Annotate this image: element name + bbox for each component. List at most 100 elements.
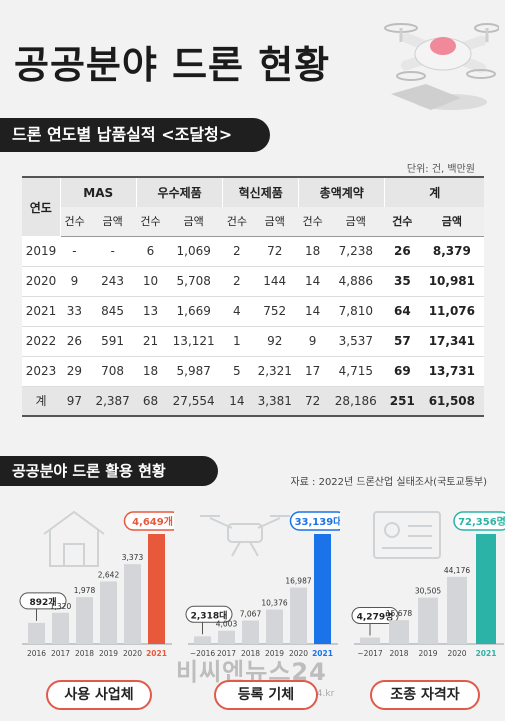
table-cell: 9 — [298, 326, 327, 357]
table-cell: 2,321 — [250, 356, 299, 387]
sales-table-body: 2019- -6 1,069 2 72 18 7,238 26 8,379 2020 9 243 10 5… — [22, 236, 484, 417]
table-cell: 14 — [298, 266, 327, 297]
table-total-row: 계 97 2,387 68 27,554 14 3,381 72 28,186 251 61,508 — [22, 385, 484, 417]
tick-label: 2020 — [447, 649, 466, 658]
table-cell: 68 — [136, 385, 165, 417]
table-cell: 3,381 — [250, 385, 299, 417]
table-cell: 57 — [384, 326, 420, 357]
house-door — [63, 543, 85, 567]
table-cell: 18 — [136, 356, 165, 387]
header-amount: 금액 — [250, 207, 299, 237]
tick-label: 2020 — [289, 649, 308, 658]
chart-businesses: 2016 892개 2017 1,320 2018 1,978 2019 2,642 2020 3… — [14, 494, 174, 664]
table-cell: 17,341 — [419, 326, 484, 357]
bar — [218, 630, 235, 644]
source-note: 자료 : 2022년 드론산업 실태조사(국토교통부) — [290, 477, 487, 488]
highlight-callout — [123, 511, 174, 531]
table-cell: 28,186 — [326, 385, 385, 417]
header-group: MAS — [59, 176, 137, 207]
cell-year: 2022 — [22, 326, 60, 357]
value-label: 2,642 — [98, 570, 120, 579]
value-label: 44,176 — [444, 566, 470, 575]
table-cell: 11,076 — [419, 296, 484, 327]
table-cell: 92 — [250, 326, 299, 357]
header-amount: 금액 — [419, 207, 484, 237]
chart-svg: 2016 892개 2017 1,320 2018 1,978 2019 2,642 2020 3… — [19, 510, 174, 658]
drone-body — [227, 523, 263, 543]
bar — [28, 622, 45, 644]
value-label: 30,505 — [415, 587, 441, 596]
header-group: 총액계약 — [298, 176, 385, 207]
table-cell: 10,981 — [419, 266, 484, 297]
table-row: 2023 29 708 18 5,987 5 2,321 17 4,715 69 13,731 — [22, 356, 484, 387]
header-amount: 금액 — [88, 207, 137, 237]
cell-year: 2020 — [22, 266, 60, 297]
table-cell: 251 — [384, 385, 420, 417]
table-cell: 845 — [88, 296, 137, 327]
bar — [266, 609, 283, 644]
value-label: 2,318대 — [191, 609, 228, 621]
bar — [389, 620, 409, 644]
tick-label: 2021 — [146, 649, 167, 658]
value-label: 7,067 — [240, 610, 262, 619]
table-cell: 27,554 — [164, 385, 223, 417]
header-amount: 금액 — [164, 207, 223, 237]
bar — [360, 637, 380, 644]
id-card — [373, 511, 441, 559]
chart-registered-drones: ~2016 2,318대 2017 4,003 2018 7,067 2019 10,376 2… — [180, 494, 340, 664]
bar — [476, 534, 496, 644]
value-label: 4,279명 — [357, 610, 394, 622]
id-lines — [382, 525, 432, 549]
table-cell: 591 — [88, 326, 137, 357]
house-icon — [43, 510, 105, 567]
tick-label: ~2017 — [357, 649, 383, 658]
callout-box — [185, 605, 233, 623]
table-cell: 21 — [136, 326, 165, 357]
bar — [447, 576, 467, 644]
bar — [314, 534, 331, 644]
tick-label: 2020 — [123, 649, 142, 658]
highlight-callout — [453, 511, 505, 531]
header-year: 연도 — [22, 176, 61, 236]
bar — [76, 597, 93, 644]
table-cell: 3,537 — [326, 326, 385, 357]
table-cell: 13 — [136, 296, 165, 327]
chart-svg: ~2017 4,279명 2018 15,678 2019 30,505 2020 44,17… — [351, 511, 505, 658]
page-title: 공공분야 드론 현황 — [14, 43, 331, 87]
value-label: 3,373 — [122, 553, 144, 562]
id-card-icon — [373, 511, 441, 559]
header-amount: 금액 — [326, 207, 385, 237]
tick-label: 2019 — [99, 649, 118, 658]
header-group: 계 — [384, 176, 484, 207]
bar — [148, 534, 165, 644]
table-cell: 752 — [250, 296, 299, 327]
section-title-usage: 공공분야 드론 활용 현황 — [0, 456, 218, 486]
table-cell: 29 — [60, 356, 89, 387]
value-label: 33,139대 — [295, 515, 340, 528]
table-cell: 708 — [88, 356, 137, 387]
table-cell: 9 — [60, 266, 89, 297]
tick-label: 2017 — [217, 649, 236, 658]
bar — [52, 612, 69, 644]
table-cell: 13,731 — [419, 356, 484, 387]
tick-label: 2019 — [265, 649, 284, 658]
table-cell: 17 — [298, 356, 327, 387]
value-label: 4,649개 — [132, 515, 173, 528]
value-label: 1,978 — [74, 586, 96, 595]
cell-year: 2019 — [22, 236, 60, 267]
header-count: 건수 — [384, 207, 420, 237]
tick-label: 2018 — [75, 649, 94, 658]
table-cell: - — [60, 236, 89, 267]
table-cell: 13,121 — [164, 326, 223, 357]
drone-arms — [200, 515, 290, 557]
value-label: 892개 — [29, 596, 56, 608]
table-cell: 26 — [384, 236, 420, 267]
table-row: 2022 26 591 21 13,121 1 92 9 3,537 57 17,341 — [22, 326, 484, 357]
value-label: 16,987 — [285, 577, 311, 586]
drone-icon — [200, 515, 290, 557]
table-cell: 8,379 — [419, 236, 484, 267]
table-cell: 61,508 — [419, 385, 484, 417]
tick-label: 2019 — [418, 649, 437, 658]
table-cell: 4,886 — [326, 266, 385, 297]
table-row: 2019- -6 1,069 2 72 18 7,238 26 8,379 — [22, 236, 484, 267]
